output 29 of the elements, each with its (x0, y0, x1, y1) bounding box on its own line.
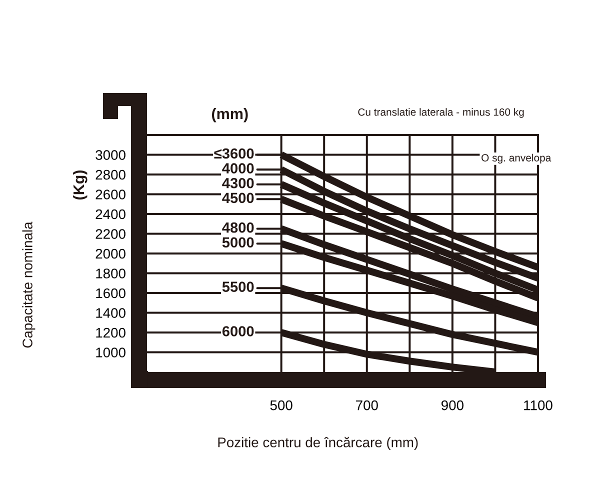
y-tick-label: 3000 (96, 150, 126, 160)
x-tick-label: 500 (270, 400, 292, 410)
y-tick-label: 1400 (96, 308, 126, 318)
x-axis-title: Pozitie centru de încărcare (mm) (218, 436, 418, 450)
y-tick-label: 2800 (96, 170, 126, 180)
legend-label: 4500 (222, 192, 254, 204)
legend-label: 5500 (222, 282, 254, 292)
legend-label: ≤3600 (214, 148, 254, 159)
text: Cu translatie laterala - minus 160 kg (358, 108, 524, 118)
legend-label: 4000 (222, 163, 254, 174)
legend-label: 4800 (222, 222, 254, 233)
legend-title: (mm) (212, 108, 248, 122)
y-tick-label: 2400 (96, 209, 126, 220)
y-tick-label: 1800 (96, 268, 126, 278)
y-tick-label: 2000 (96, 248, 126, 259)
y-axis-title: Capacitate nominala (22, 222, 36, 348)
x-tick-label: 1100 (524, 400, 552, 410)
legend-label: 5000 (222, 237, 254, 248)
annotation: O sg. anvelopa (482, 154, 552, 164)
y-tick-label: 1200 (96, 328, 126, 338)
y-tick-label: 1000 (96, 348, 126, 358)
text: (Kg) (72, 170, 88, 200)
x-tick-label: 900 (442, 400, 464, 410)
y-tick-label: 2600 (96, 190, 126, 200)
y-tick-label: 2200 (96, 229, 126, 239)
x-tick-label: 700 (356, 400, 378, 410)
y-tick-label: 1600 (96, 288, 126, 298)
series-label: 6000 (222, 326, 254, 336)
legend-label: 4300 (222, 178, 254, 188)
